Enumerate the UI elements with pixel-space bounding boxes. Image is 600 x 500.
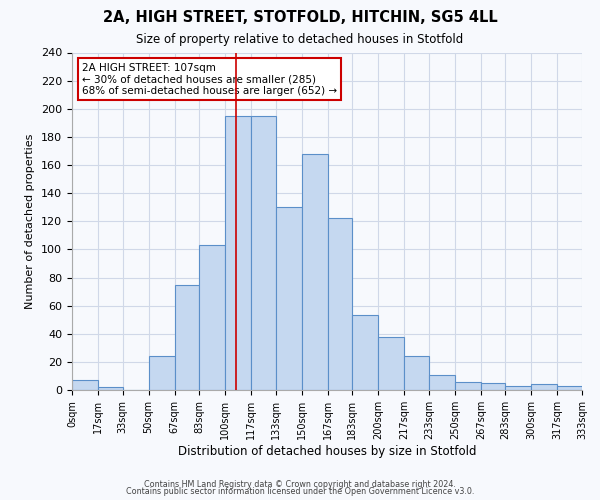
Y-axis label: Number of detached properties: Number of detached properties [25,134,35,309]
Text: Contains public sector information licensed under the Open Government Licence v3: Contains public sector information licen… [126,487,474,496]
Bar [557,386,582,390]
Bar [251,116,275,390]
Bar [532,384,557,390]
Text: Contains HM Land Registry data © Crown copyright and database right 2024.: Contains HM Land Registry data © Crown c… [144,480,456,489]
Text: 2A HIGH STREET: 107sqm
← 30% of detached houses are smaller (285)
68% of semi-de: 2A HIGH STREET: 107sqm ← 30% of detached… [82,62,337,96]
Bar [455,382,481,390]
X-axis label: Distribution of detached houses by size in Stotfold: Distribution of detached houses by size … [178,444,476,458]
Text: Size of property relative to detached houses in Stotfold: Size of property relative to detached ho… [136,32,464,46]
Bar [175,284,199,390]
Bar [352,316,379,390]
Bar [429,374,455,390]
Bar [404,356,429,390]
Bar [199,245,225,390]
Bar [302,154,328,390]
Bar [328,218,352,390]
Bar [149,356,175,390]
Bar [275,207,302,390]
Bar [225,116,251,390]
Bar [98,387,122,390]
Bar [379,336,404,390]
Bar [481,383,505,390]
Bar [72,380,98,390]
Bar [505,386,532,390]
Text: 2A, HIGH STREET, STOTFOLD, HITCHIN, SG5 4LL: 2A, HIGH STREET, STOTFOLD, HITCHIN, SG5 … [103,10,497,25]
